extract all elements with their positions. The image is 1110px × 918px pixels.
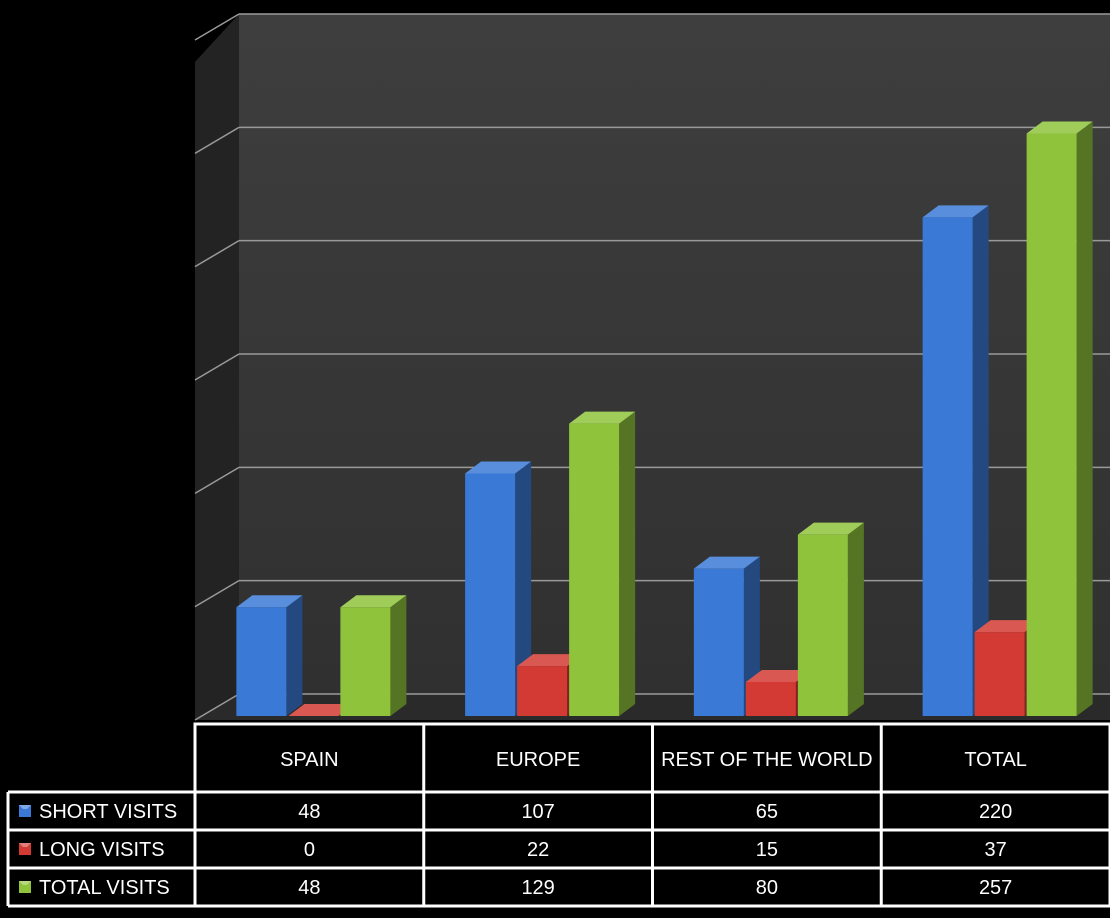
- bar-short-visits: [236, 595, 303, 716]
- data-value: 0: [304, 839, 315, 861]
- data-value: 65: [756, 801, 778, 823]
- red-square-icon: [19, 843, 31, 855]
- data-value: 15: [756, 839, 778, 861]
- data-value: 107: [521, 801, 554, 823]
- data-value: 220: [979, 801, 1012, 823]
- bar-total-visits: [340, 595, 407, 716]
- bar-long-visits: [288, 704, 355, 716]
- bar-total-visits: [1026, 121, 1093, 716]
- data-value: 22: [527, 839, 549, 861]
- green-square-icon: [19, 881, 31, 893]
- data-value: 48: [298, 877, 320, 899]
- data-value: 257: [979, 877, 1012, 899]
- gridline: [194, 13, 1110, 41]
- blue-square-icon: [19, 805, 31, 817]
- legend-label: SHORT VISITS: [39, 801, 177, 823]
- bar-total-visits: [797, 522, 864, 716]
- bar-short-visits: [922, 205, 989, 717]
- gridline: [194, 126, 1110, 154]
- data-value: 129: [521, 877, 554, 899]
- data-value: 37: [985, 839, 1007, 861]
- category-label: REST OF THE WORLD: [661, 749, 873, 771]
- data-value: 80: [756, 877, 778, 899]
- legend-label: TOTAL VISITS: [39, 877, 170, 899]
- bar-total-visits: [569, 411, 636, 716]
- bar-short-visits: [465, 461, 532, 716]
- category-label: TOTAL: [964, 749, 1027, 771]
- category-label: EUROPE: [496, 749, 580, 771]
- data-value: 48: [298, 801, 320, 823]
- chart-floor: [195, 694, 1110, 720]
- category-label: SPAIN: [280, 749, 339, 771]
- legend-label: LONG VISITS: [39, 839, 165, 861]
